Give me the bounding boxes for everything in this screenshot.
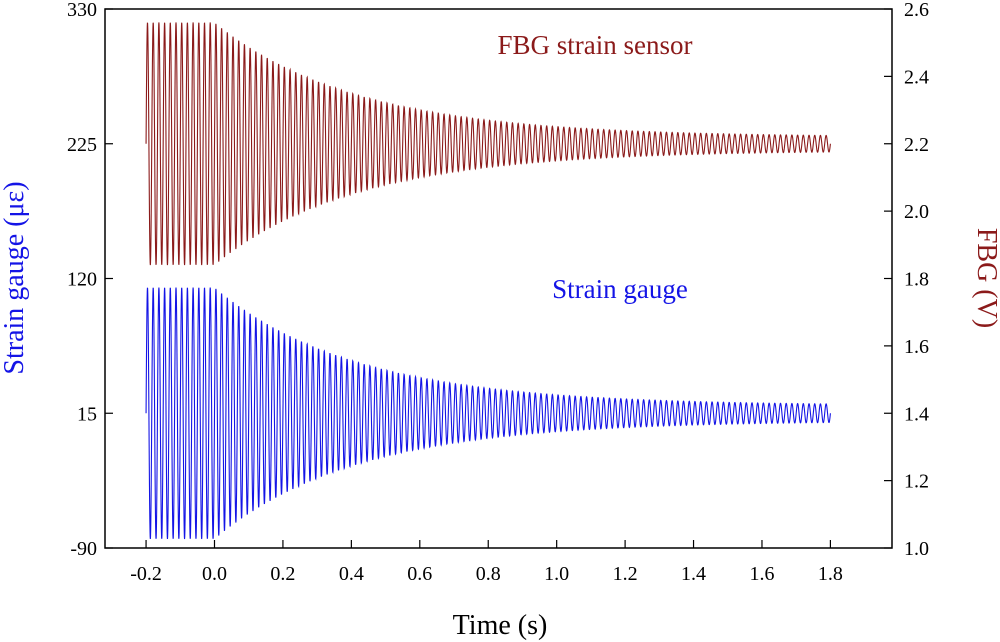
x-tick-label: -0.2 bbox=[130, 563, 162, 585]
series-layer bbox=[145, 22, 831, 540]
y-right-axis-title: FBG (V) bbox=[971, 228, 1000, 328]
y-left-axis-title: Strain gauge (με) bbox=[0, 181, 30, 374]
y-left-tick-label: 330 bbox=[67, 0, 97, 21]
strain-gauge-series-annotation: Strain gauge bbox=[552, 274, 688, 304]
x-tick-label: 1.2 bbox=[613, 563, 638, 585]
x-axis-title: Time (s) bbox=[453, 610, 548, 641]
y-left-ticks: -90 15 120 225 330 bbox=[67, 0, 113, 560]
y-right-tick-label: 2.4 bbox=[904, 66, 929, 88]
fbg-series-line bbox=[145, 22, 831, 266]
x-tick-label: 0.4 bbox=[339, 563, 364, 585]
fbg-series-annotation: FBG strain sensor bbox=[498, 30, 693, 60]
y-right-tick-label: 1.4 bbox=[904, 403, 929, 425]
x-tick-label: 1.0 bbox=[544, 563, 569, 585]
y-right-tick-label: 2.0 bbox=[904, 201, 929, 223]
y-left-tick-label: 225 bbox=[67, 134, 97, 156]
x-tick-label: 1.4 bbox=[681, 563, 706, 585]
y-left-tick-label: -90 bbox=[70, 538, 97, 560]
y-left-tick-label: 120 bbox=[67, 269, 97, 291]
strain-gauge-series-line bbox=[145, 287, 831, 540]
x-tick-label: 0.8 bbox=[476, 563, 501, 585]
y-right-ticks: 1.0 1.2 1.4 1.6 1.8 2.0 2.2 2.4 2.6 bbox=[884, 0, 929, 560]
x-tick-label: 1.6 bbox=[749, 563, 774, 585]
x-ticks: -0.2 0.0 0.2 0.4 0.6 0.8 1.0 1.2 1.4 1.6 1.8 bbox=[130, 540, 843, 585]
y-right-tick-label: 2.2 bbox=[904, 134, 929, 156]
y-right-tick-label: 1.2 bbox=[904, 471, 929, 493]
y-right-tick-label: 1.6 bbox=[904, 336, 929, 358]
y-right-tick-label: 2.6 bbox=[904, 0, 929, 21]
x-tick-label: 1.8 bbox=[818, 563, 843, 585]
x-tick-label: 0.6 bbox=[407, 563, 432, 585]
x-tick-label: 0.2 bbox=[270, 563, 295, 585]
y-right-tick-label: 1.8 bbox=[904, 269, 929, 291]
y-right-tick-label: 1.0 bbox=[904, 538, 929, 560]
x-tick-label: 0.0 bbox=[202, 563, 227, 585]
y-left-tick-label: 15 bbox=[77, 403, 97, 425]
